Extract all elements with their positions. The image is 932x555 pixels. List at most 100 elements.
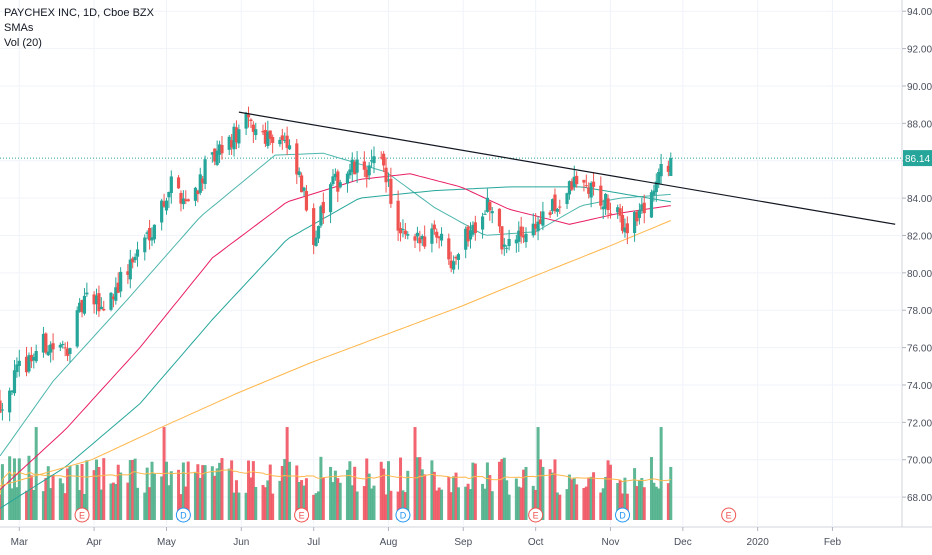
- volume-bar: [92, 470, 96, 520]
- volume-bar: [0, 464, 4, 520]
- candle-body: [464, 228, 468, 250]
- candle-body: [666, 165, 670, 172]
- candle-body: [541, 211, 545, 226]
- volume-bar: [331, 482, 335, 520]
- candle-body: [423, 236, 427, 247]
- volume-bar: [505, 480, 509, 520]
- volume-bar: [283, 459, 287, 520]
- volume-bar: [218, 462, 222, 520]
- volume-bar: [99, 489, 103, 520]
- candle-body: [336, 171, 340, 192]
- x-tick-label: May: [157, 537, 176, 548]
- candle-body: [321, 202, 325, 214]
- event-letter: E: [79, 511, 85, 521]
- candle-body: [304, 191, 309, 211]
- x-tick-label: Apr: [86, 537, 102, 548]
- volume-bar: [102, 458, 106, 520]
- candle-body: [116, 282, 120, 293]
- y-tick-label: 82.00: [907, 231, 932, 242]
- candle-body: [92, 294, 96, 305]
- volume-bar: [319, 456, 323, 520]
- volume-bar: [599, 492, 603, 520]
- volume-bar: [75, 464, 79, 520]
- volume-bar: [15, 487, 19, 520]
- volume-bar: [456, 487, 460, 520]
- volume-bar: [502, 457, 506, 520]
- indicator-volume-label[interactable]: Vol (20): [4, 37, 42, 49]
- candle-body: [287, 145, 292, 150]
- volume-bar: [300, 480, 304, 520]
- volume-bar: [128, 460, 132, 520]
- candle-body: [29, 354, 33, 362]
- candle-body: [230, 140, 234, 148]
- candle-body: [567, 181, 572, 195]
- volume-bar: [481, 483, 485, 520]
- candle-body: [179, 192, 183, 204]
- volume-bar: [167, 485, 171, 520]
- candle-body: [283, 139, 287, 141]
- volume-bar: [193, 471, 197, 520]
- trendline[interactable]: [238, 111, 896, 225]
- x-tick-label: Dec: [674, 537, 692, 548]
- volume-bar: [68, 465, 72, 520]
- volume-bar: [399, 457, 403, 520]
- volume-bar: [396, 491, 400, 520]
- volume-bar: [418, 457, 422, 520]
- candle-body: [642, 202, 646, 214]
- volume-bar: [587, 478, 591, 520]
- candle-body: [548, 212, 552, 215]
- y-tick-label: 74.00: [907, 381, 932, 392]
- candle-body: [565, 193, 569, 205]
- volume-bar: [27, 455, 31, 520]
- volume-bar: [355, 491, 359, 520]
- candle-body: [15, 364, 19, 373]
- y-tick-label: 84.00: [907, 194, 932, 205]
- volume-bar: [601, 488, 605, 520]
- candle-body: [147, 227, 152, 241]
- candle-body: [536, 221, 540, 232]
- volume-bar: [415, 457, 419, 520]
- volume-bar: [666, 483, 670, 520]
- y-tick-label: 78.00: [907, 306, 932, 317]
- volume-bar: [278, 480, 282, 520]
- candle-body: [78, 302, 82, 312]
- candle-body: [10, 390, 14, 393]
- volume-bar: [567, 474, 571, 520]
- candle-body: [150, 237, 154, 241]
- candle-body: [640, 204, 644, 211]
- candle-body: [145, 232, 149, 234]
- x-tick-label: Jul: [307, 537, 320, 548]
- volume-bar: [66, 468, 70, 520]
- candle-body: [203, 159, 207, 185]
- time-axis[interactable]: Mar Apr May Jun Jul Aug Sep Oct Nov Dec 2020 Feb: [11, 527, 842, 548]
- sma-line-3: [0, 173, 671, 490]
- candle-body: [300, 175, 304, 193]
- volume-bar: [649, 457, 653, 520]
- volume-bar: [136, 487, 140, 520]
- candle-body: [415, 232, 420, 237]
- symbol-title: PAYCHEX INC, 1D, Cboe BZX: [4, 7, 154, 19]
- candle-body: [420, 235, 424, 240]
- candle-body: [587, 187, 591, 194]
- candle-body: [198, 174, 202, 193]
- volume-bar: [41, 491, 45, 520]
- indicator-smas-label[interactable]: SMAs: [4, 22, 34, 34]
- volume-pane: [0, 427, 673, 520]
- volume-bar: [131, 460, 135, 520]
- volume-bar: [389, 490, 393, 520]
- volume-bar: [116, 464, 120, 520]
- candle-body: [362, 161, 366, 170]
- volume-bar: [201, 465, 205, 520]
- volume-bar: [29, 475, 33, 520]
- candle-body: [135, 249, 140, 257]
- candle-body: [58, 344, 62, 348]
- candle-body: [152, 224, 157, 240]
- last-price-label: 86.14: [905, 154, 930, 165]
- y-tick-label: 90.00: [907, 82, 932, 93]
- price-axis[interactable]: 94.0092.0090.0088.0086.0084.0082.0080.00…: [902, 7, 932, 504]
- event-letter: E: [299, 511, 305, 521]
- volume-bar: [237, 492, 241, 520]
- volume-bar: [234, 480, 238, 520]
